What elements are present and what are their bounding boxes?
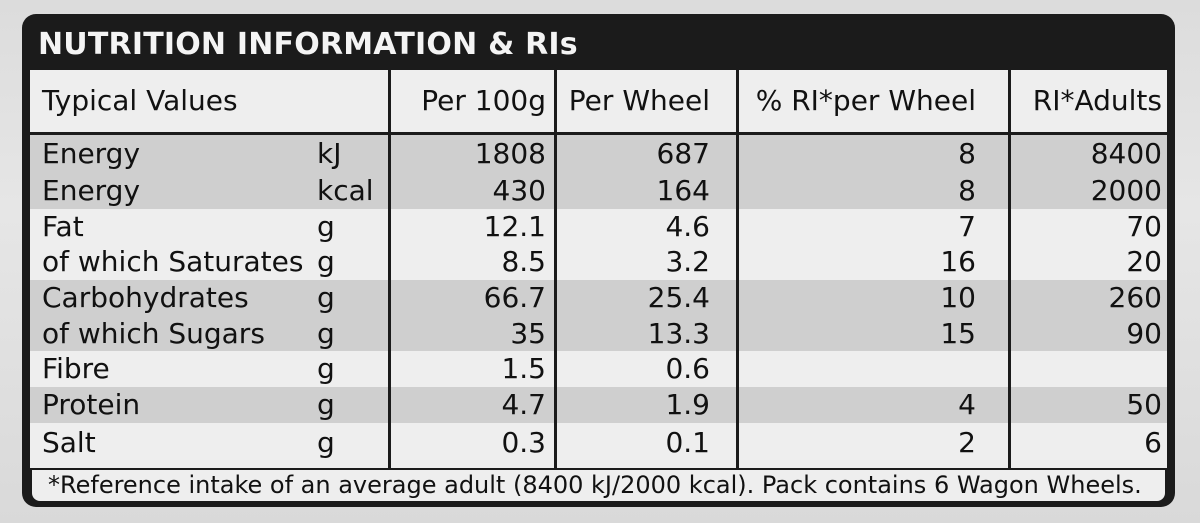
value-ri-adults: 20 xyxy=(1126,245,1162,278)
value-per-wheel: 4.6 xyxy=(665,209,710,243)
value-ri-adults: 2000 xyxy=(1090,173,1162,207)
nutrient-unit: kcal xyxy=(317,173,374,207)
nutrition-panel: NUTRITION INFORMATION & RIs Typical Valu… xyxy=(22,14,1175,507)
value-per-wheel: 0.6 xyxy=(665,352,710,385)
value-per-100g: 35 xyxy=(510,316,546,350)
nutrient-unit: g xyxy=(317,245,335,278)
value-per-wheel: 687 xyxy=(656,136,710,170)
value-per-100g: 4.7 xyxy=(501,388,546,421)
value-ri-adults: 6 xyxy=(1144,426,1162,459)
value-pct-ri: 15 xyxy=(940,316,976,350)
value-per-100g: 1808 xyxy=(474,136,546,170)
table-row: Salt g 0.3 0.1 2 6 xyxy=(30,423,1167,463)
table-row: Energy kJ 1808 687 8 8400 xyxy=(30,135,1167,172)
value-per-wheel: 0.1 xyxy=(665,426,710,459)
nutrient-unit: kJ xyxy=(317,136,342,170)
value-pct-ri: 16 xyxy=(940,245,976,278)
nutrient-name: Energy xyxy=(42,136,141,170)
nutrient-unit: g xyxy=(317,316,335,350)
value-per-100g: 430 xyxy=(492,173,546,207)
footnote: *Reference intake of an average adult (8… xyxy=(32,470,1165,501)
header-per-wheel: Per Wheel xyxy=(568,84,710,117)
column-divider xyxy=(554,70,557,468)
nutrient-name: Fibre xyxy=(42,352,110,385)
value-ri-adults: 90 xyxy=(1126,316,1162,350)
nutrient-name: of which Sugars xyxy=(42,316,265,350)
nutrition-table: Typical Values Per 100g Per Wheel % RI*p… xyxy=(30,70,1167,468)
value-per-wheel: 3.2 xyxy=(665,245,710,278)
value-pct-ri: 4 xyxy=(958,388,976,421)
table-row: Protein g 4.7 1.9 4 50 xyxy=(30,387,1167,423)
value-per-100g: 0.3 xyxy=(501,426,546,459)
nutrient-unit: g xyxy=(317,388,335,421)
value-pct-ri: 7 xyxy=(958,209,976,243)
value-pct-ri: 10 xyxy=(940,281,976,314)
value-per-100g: 1.5 xyxy=(501,352,546,385)
nutrient-unit: g xyxy=(317,426,335,459)
value-ri-adults: 8400 xyxy=(1090,136,1162,170)
value-per-wheel: 164 xyxy=(656,173,710,207)
value-per-wheel: 25.4 xyxy=(647,281,710,314)
nutrient-unit: g xyxy=(317,209,335,243)
value-per-100g: 12.1 xyxy=(483,209,546,243)
table-row: of which Saturates g 8.5 3.2 16 20 xyxy=(30,244,1167,280)
nutrient-name: Fat xyxy=(42,209,84,243)
value-ri-adults: 70 xyxy=(1126,209,1162,243)
value-pct-ri: 8 xyxy=(958,136,976,170)
header-pct-ri: % RI*per Wheel xyxy=(755,84,976,117)
value-per-wheel: 1.9 xyxy=(665,388,710,421)
value-pct-ri: 2 xyxy=(958,426,976,459)
value-per-100g: 66.7 xyxy=(483,281,546,314)
panel-title: NUTRITION INFORMATION & RIs xyxy=(38,27,578,62)
header-ri-adults: RI*Adults xyxy=(1032,84,1162,117)
column-divider xyxy=(1008,70,1011,468)
nutrient-name: Salt xyxy=(42,426,96,459)
table-row: Energy kcal 430 164 8 2000 xyxy=(30,172,1167,209)
nutrient-name: Carbohydrates xyxy=(42,281,249,314)
nutrient-name: Energy xyxy=(42,173,141,207)
table-row: Carbohydrates g 66.7 25.4 10 260 xyxy=(30,280,1167,316)
value-per-wheel: 13.3 xyxy=(647,316,710,350)
table-header-row: Typical Values Per 100g Per Wheel % RI*p… xyxy=(30,70,1167,132)
nutrient-unit: g xyxy=(317,281,335,314)
value-per-100g: 8.5 xyxy=(501,245,546,278)
value-ri-adults xyxy=(1020,351,1162,387)
value-pct-ri xyxy=(750,351,976,387)
column-divider xyxy=(736,70,739,468)
header-per-100g: Per 100g xyxy=(421,84,546,117)
table-row: Fibre g 1.5 0.6 xyxy=(30,351,1167,387)
header-divider xyxy=(30,132,1167,135)
table-row: Fat g 12.1 4.6 7 70 xyxy=(30,209,1167,244)
table-row: of which Sugars g 35 13.3 15 90 xyxy=(30,316,1167,351)
nutrient-unit: g xyxy=(317,352,335,385)
header-typical-values: Typical Values xyxy=(42,84,238,117)
value-ri-adults: 50 xyxy=(1126,388,1162,421)
column-divider xyxy=(388,70,391,468)
nutrient-name: Protein xyxy=(42,388,141,421)
nutrient-name: of which Saturates xyxy=(42,245,304,278)
value-ri-adults: 260 xyxy=(1108,281,1162,314)
value-pct-ri: 8 xyxy=(958,173,976,207)
